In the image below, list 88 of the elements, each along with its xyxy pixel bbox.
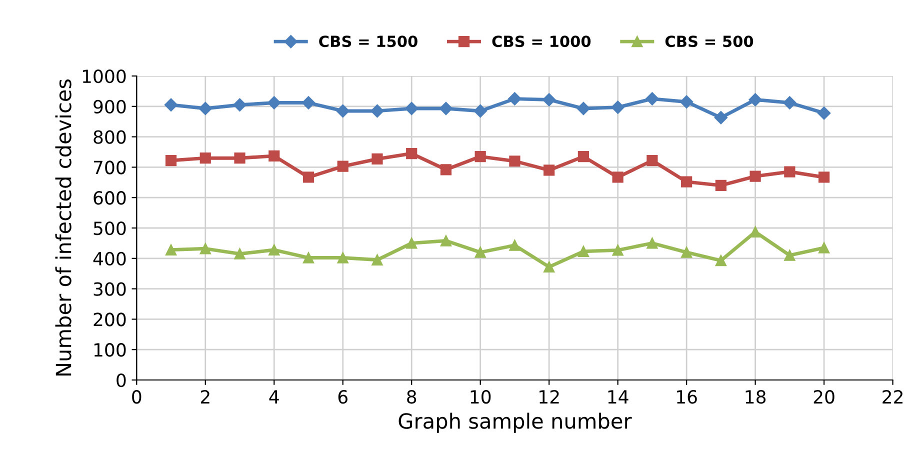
point — [439, 102, 453, 116]
point — [784, 250, 796, 261]
point — [302, 172, 314, 183]
point — [818, 242, 830, 254]
legend-label: CBS = 500 — [665, 36, 754, 48]
point — [440, 235, 452, 246]
point — [612, 244, 624, 256]
point — [336, 104, 350, 118]
x-tick-label: 20 — [814, 390, 834, 404]
point — [268, 244, 280, 256]
x-tick-label: 6 — [338, 390, 348, 404]
point — [302, 252, 314, 264]
y-tick-label: 900 — [94, 100, 126, 114]
point — [818, 172, 830, 183]
y-tick-label: 800 — [94, 130, 126, 144]
y-axis-title: Number of infected cdevices — [55, 79, 72, 376]
point — [406, 148, 418, 160]
y-tick-label: 0 — [116, 373, 126, 388]
y-tick-label: 700 — [94, 160, 126, 174]
point — [268, 150, 280, 162]
point — [508, 92, 522, 106]
point — [715, 180, 726, 191]
x-tick-label: 22 — [882, 390, 902, 404]
point — [372, 254, 383, 266]
point — [370, 104, 384, 118]
point — [611, 100, 624, 114]
point — [474, 246, 486, 258]
point — [509, 156, 520, 167]
point — [544, 261, 555, 272]
x-tick-label: 0 — [132, 390, 142, 404]
point — [750, 226, 761, 238]
point — [750, 170, 761, 182]
point — [714, 111, 728, 124]
x-tick-label: 16 — [677, 390, 697, 404]
point — [509, 240, 520, 251]
point — [200, 152, 211, 164]
point — [748, 93, 762, 106]
point — [681, 246, 692, 258]
x-tick-label: 10 — [470, 390, 491, 404]
x-tick-label: 8 — [407, 390, 416, 404]
y-tick-label: 100 — [94, 343, 126, 357]
point — [198, 102, 212, 116]
point — [646, 238, 658, 249]
x-axis-title: Graph sample number — [398, 412, 632, 433]
point — [440, 164, 452, 176]
point — [715, 254, 726, 266]
legend-label: CBS = 1500 — [319, 36, 418, 48]
point — [234, 248, 246, 260]
point — [406, 238, 418, 249]
point — [200, 243, 211, 254]
y-tick-label: 300 — [94, 282, 126, 296]
x-tick-label: 4 — [269, 390, 279, 404]
point — [578, 151, 590, 162]
y-tick-label: 1000 — [82, 69, 126, 84]
y-tick-label: 500 — [94, 221, 126, 236]
x-tick-label: 2 — [200, 390, 210, 404]
point — [474, 151, 486, 162]
y-tick-label: 200 — [94, 312, 126, 326]
point — [165, 244, 177, 256]
x-tick-label: 14 — [608, 390, 628, 404]
point — [165, 154, 177, 166]
legend-label: CBS = 1000 — [492, 36, 591, 48]
point — [268, 96, 281, 110]
point — [612, 172, 624, 183]
point — [646, 92, 659, 106]
x-tick-label: 12 — [540, 390, 559, 404]
point — [164, 98, 178, 112]
y-tick-label: 600 — [94, 191, 126, 205]
point — [234, 152, 246, 164]
point — [233, 98, 246, 112]
point — [817, 106, 831, 120]
point — [302, 96, 316, 110]
x-tick-label: 18 — [746, 390, 766, 404]
point — [784, 166, 796, 178]
point — [646, 154, 658, 166]
point — [680, 95, 694, 108]
point — [542, 93, 556, 106]
point — [405, 102, 418, 116]
point — [681, 176, 692, 188]
point — [783, 96, 796, 110]
point — [578, 246, 590, 257]
point — [474, 104, 487, 118]
point — [372, 153, 383, 165]
point — [337, 252, 348, 264]
point — [544, 164, 555, 176]
point — [576, 102, 590, 116]
y-tick-label: 400 — [93, 252, 126, 266]
point — [337, 160, 348, 172]
